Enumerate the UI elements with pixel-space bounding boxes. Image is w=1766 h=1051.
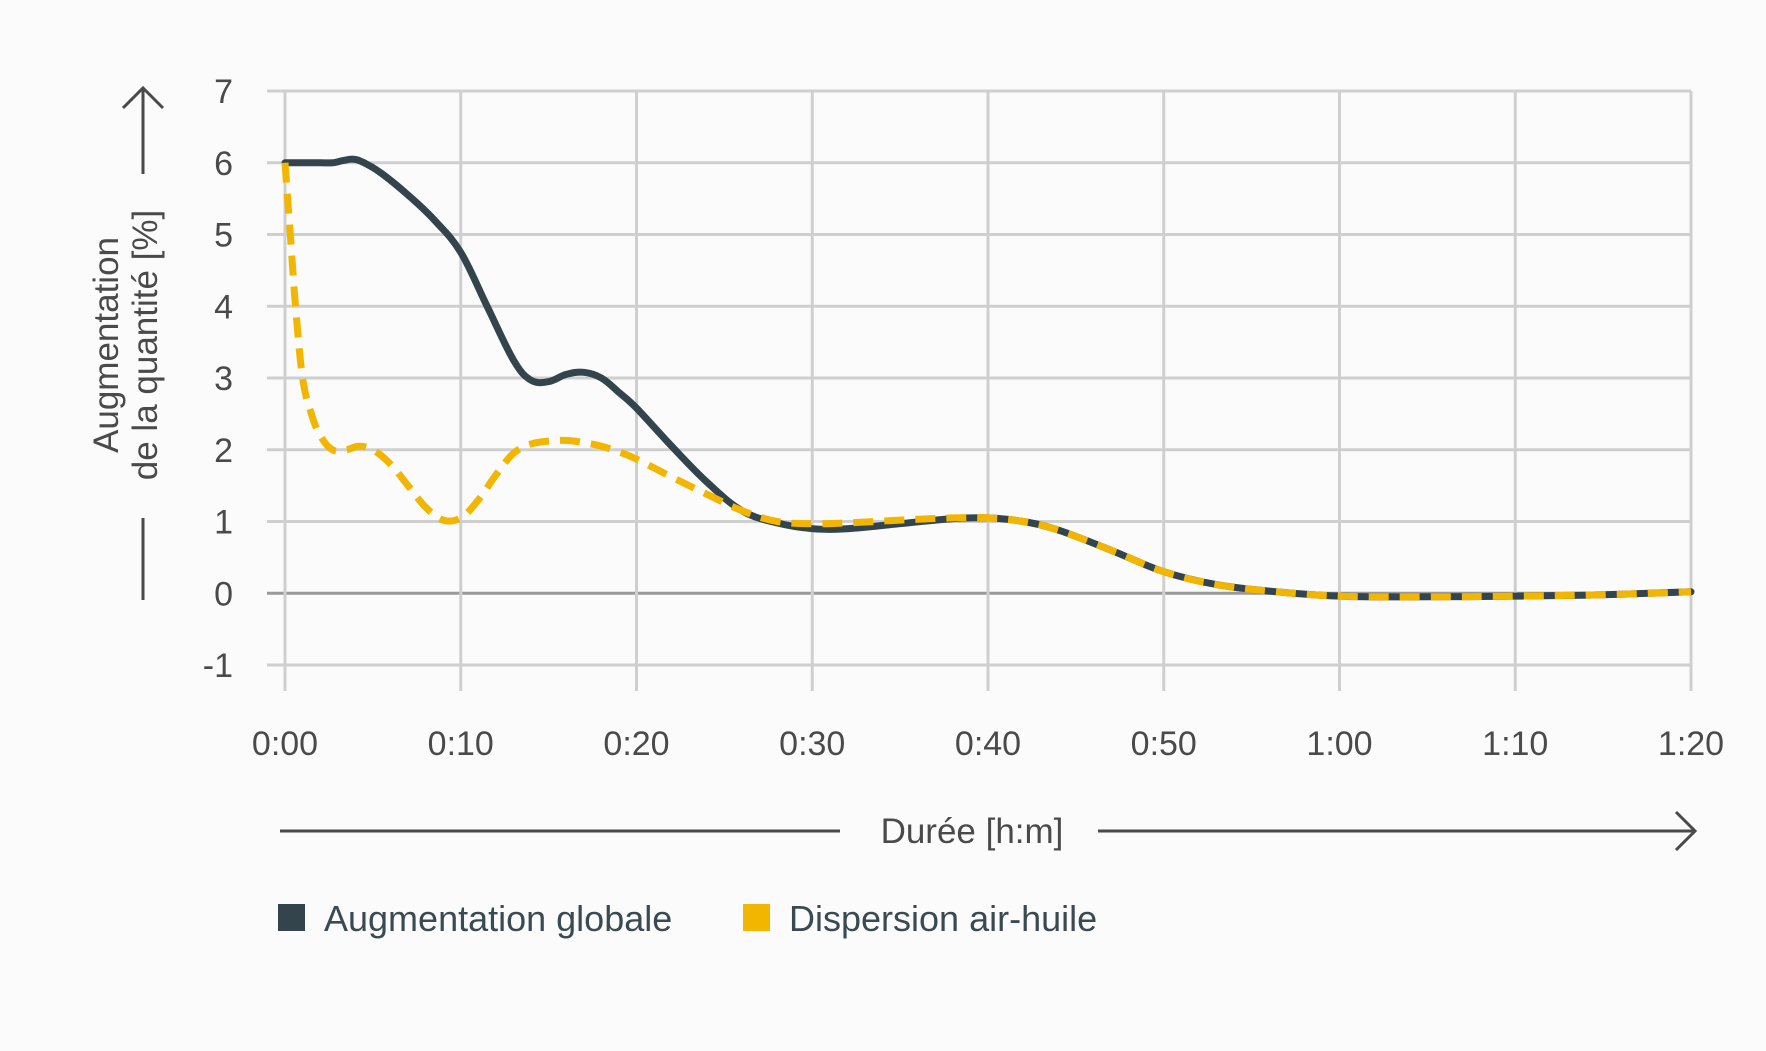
y-tick-labels: 7 6 5 4 3 2 1 0 -1 xyxy=(203,73,233,685)
y-tick-label: 7 xyxy=(214,73,233,111)
legend: Augmentation globale Dispersion air-huil… xyxy=(278,898,1097,939)
x-tick-label: 0:40 xyxy=(955,725,1021,763)
x-tick-label: 0:50 xyxy=(1131,725,1197,763)
y-tick-label: 0 xyxy=(214,575,233,613)
x-axis-label: Durée [h:m] xyxy=(881,812,1064,851)
y-axis-label-line1: Augmentation xyxy=(87,237,126,453)
y-tick-label: 1 xyxy=(214,504,233,542)
y-tick-label: 6 xyxy=(214,145,233,183)
y-axis-title: Augmentation de la quantité [%] xyxy=(87,85,165,600)
x-tick-label: 1:10 xyxy=(1482,725,1548,763)
y-tick-label: 4 xyxy=(214,288,233,326)
x-tick-label: 0:20 xyxy=(603,725,669,763)
legend-swatch-augmentation-globale xyxy=(278,904,305,931)
legend-label-augmentation-globale: Augmentation globale xyxy=(324,898,672,939)
y-axis-arrowhead xyxy=(121,85,165,110)
x-axis-arrowhead xyxy=(1674,810,1698,852)
series-line-dispersion-air-huile xyxy=(281,162,1692,601)
series xyxy=(281,155,1695,601)
x-tick-label: 0:10 xyxy=(428,725,494,763)
x-tick-label: 1:00 xyxy=(1306,725,1372,763)
x-tick-labels: 0:00 0:10 0:20 0:30 0:40 0:50 1:00 1:10 1:20 xyxy=(252,725,1724,763)
x-tick-label: 0:00 xyxy=(252,725,318,763)
y-tick-label: -1 xyxy=(203,647,233,685)
y-tick-label: 3 xyxy=(214,360,233,398)
legend-label-dispersion-air-huile: Dispersion air-huile xyxy=(789,898,1097,939)
x-axis-title: Durée [h:m] xyxy=(280,810,1698,852)
legend-swatch-dispersion-air-huile xyxy=(743,904,770,931)
y-tick-label: 5 xyxy=(214,217,233,255)
x-tick-label: 0:30 xyxy=(779,725,845,763)
x-tick-label: 1:20 xyxy=(1658,725,1724,763)
grid xyxy=(267,89,1693,691)
y-axis-label-line2: de la quantité [%] xyxy=(126,210,165,480)
y-tick-label: 2 xyxy=(214,432,233,470)
